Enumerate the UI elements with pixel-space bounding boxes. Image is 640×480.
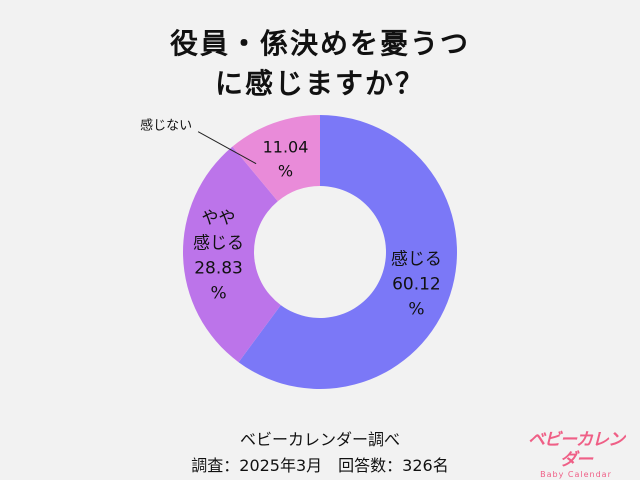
logo-subtext: Baby Calendar [540, 470, 612, 479]
slice-0 [238, 115, 458, 389]
survey-meta: 調査：2025年3月 回答数：326名 [191, 456, 449, 475]
slice-unit-1: % [210, 283, 226, 303]
chart-title: 役員・係決めを憂うつ に感じますか？ [0, 24, 640, 104]
slice-value-0: 60.12 [392, 275, 441, 295]
slice-value-2: 11.04 [263, 138, 309, 157]
title-line-1: 役員・係決めを憂うつ [169, 27, 470, 60]
logo-text: ベビーカレンダー [528, 430, 625, 470]
slice-unit-2: % [278, 162, 293, 181]
slice-2 [232, 115, 320, 202]
leader-line-2 [197, 131, 257, 165]
brand-logo: ベビーカレンダー Baby Calendar [526, 430, 626, 479]
slice-value-1: 28.83 [194, 258, 243, 278]
slice-label-0: 感じる [391, 250, 442, 270]
title-line-2: に感じますか？ [214, 67, 425, 100]
slice-unit-0: % [408, 300, 424, 320]
slice-label-2: 感じない [140, 118, 192, 134]
slice-label-1-1: 感じる [193, 233, 244, 253]
source-note: ベビーカレンダー調べ [239, 430, 400, 449]
slice-1 [183, 146, 281, 363]
slice-label-1-0: やや [202, 208, 236, 228]
